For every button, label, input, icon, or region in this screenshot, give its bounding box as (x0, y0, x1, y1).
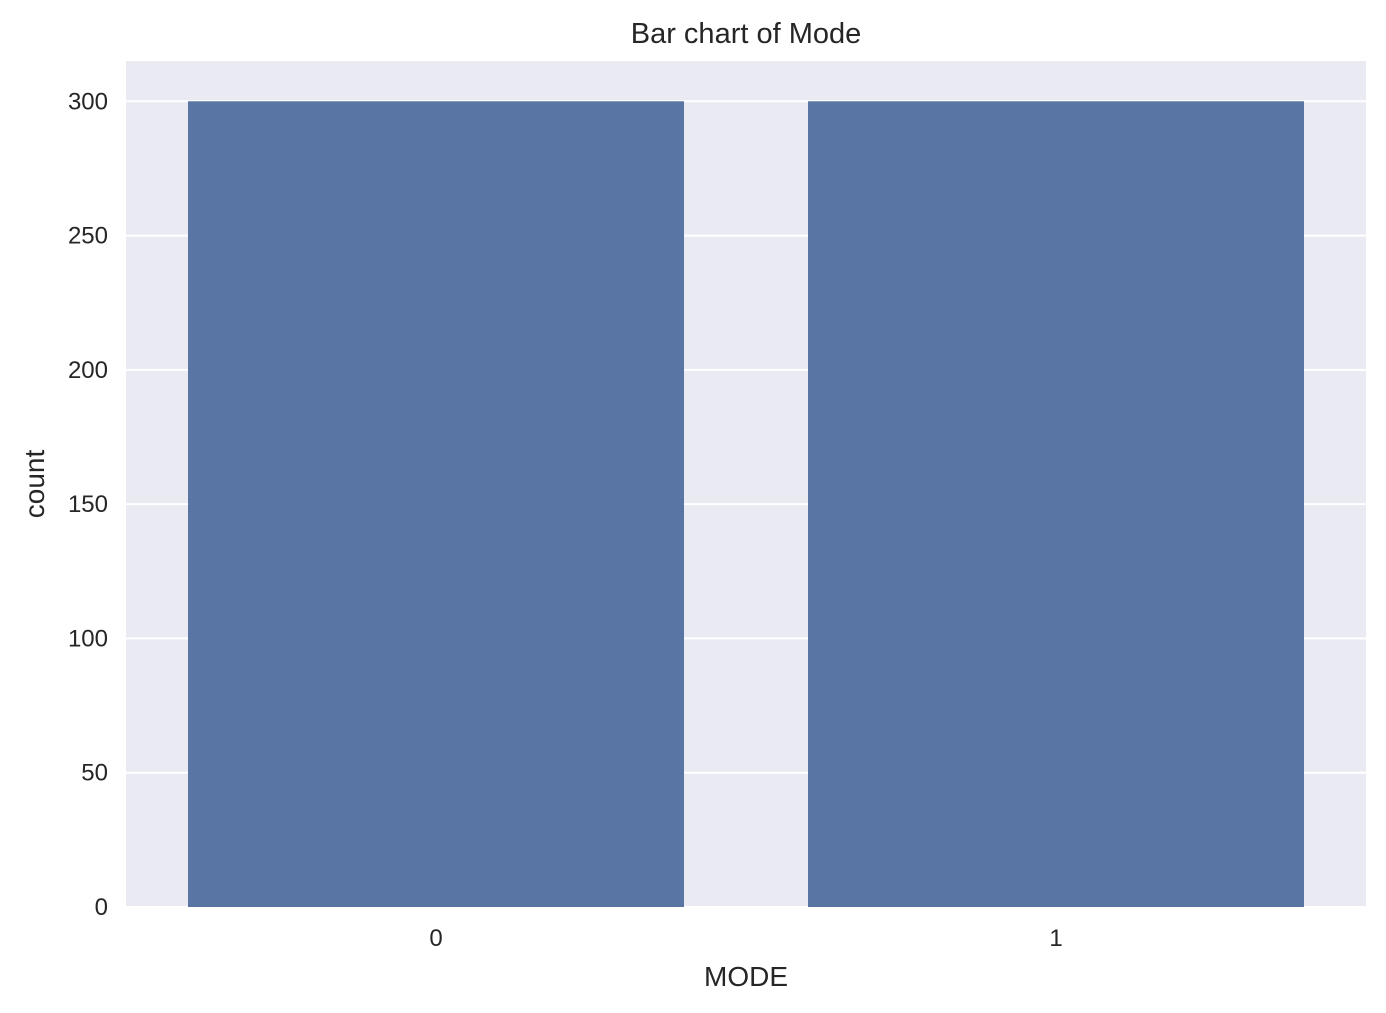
bar-0 (188, 101, 684, 908)
bars (188, 101, 1304, 908)
y-tick-label: 50 (81, 760, 108, 787)
y-axis-label: count (19, 450, 50, 519)
y-tick-label: 150 (68, 491, 108, 518)
x-tick-label: 1 (1049, 925, 1062, 952)
y-tick-label: 200 (68, 357, 108, 384)
y-tick-label: 250 (68, 223, 108, 250)
x-tick-label: 0 (429, 925, 442, 952)
y-tick-label: 100 (68, 625, 108, 652)
y-tick-label: 0 (95, 894, 108, 921)
x-axis-label: MODE (704, 961, 788, 992)
bar-1 (808, 101, 1304, 908)
chart-title: Bar chart of Mode (631, 18, 862, 50)
y-tick-labels: 0 50 100 150 200 250 300 (68, 88, 108, 921)
y-tick-label: 300 (68, 88, 108, 115)
